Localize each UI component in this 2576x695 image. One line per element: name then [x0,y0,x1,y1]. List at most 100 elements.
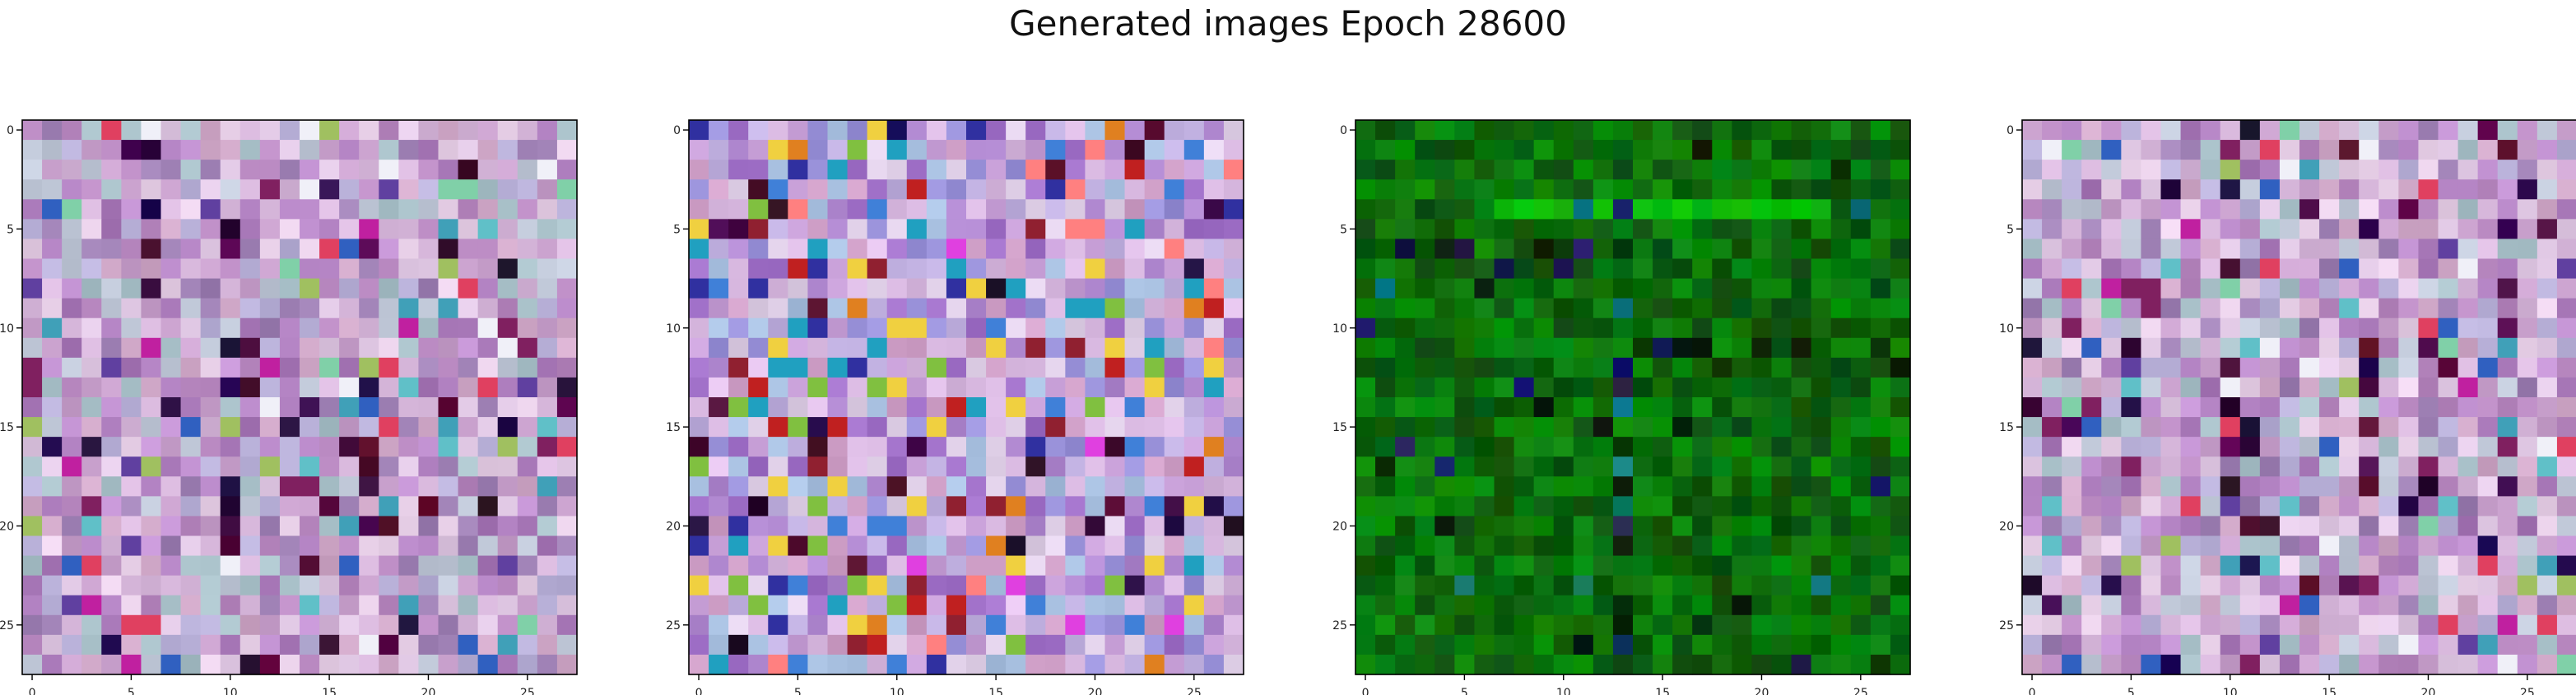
image-pixel [239,417,261,438]
image-pixel [418,595,439,616]
image-pixel [1771,555,1793,577]
image-pixel [180,397,202,418]
image-pixel [1553,239,1574,260]
image-pixel [1633,298,1653,319]
image-pixel [1771,199,1793,220]
image-pixel [81,377,102,398]
image-pixel [279,397,300,418]
image-pixel [1573,298,1594,319]
image-pixel [2121,317,2142,339]
y-tick-label: 5 [2006,223,2014,236]
image-pixel [2022,120,2043,141]
image-pixel [319,496,340,517]
image-pixel [42,199,63,220]
image-pixel [42,516,63,537]
image-pixel [1434,298,1455,319]
image-pixel [728,634,749,656]
image-pixel [2497,258,2518,280]
image-pixel [339,595,360,616]
image-pixel [2556,595,2576,616]
image-pixel [2200,437,2221,457]
image-pixel [1870,239,1891,260]
image-pixel [2418,278,2439,299]
image-pixel [418,476,439,497]
image-pixel [497,575,518,596]
image-pixel [2239,219,2261,240]
image-pixel [418,516,439,537]
image-pixel [1692,417,1713,438]
image-pixel [946,120,967,141]
image-pixel [847,634,868,656]
image-pixel [1164,140,1185,160]
image-pixel [886,575,908,596]
image-pixel [239,317,261,339]
image-pixel [2279,496,2300,517]
image-pixel [180,219,202,240]
image-pixel [1514,258,1535,280]
image-pixel [1553,258,1574,280]
image-pixel [517,337,538,359]
image-pixel [1415,614,1435,636]
image-pixel [2180,317,2202,339]
image-pixel [1124,417,1146,438]
image-pixel [319,199,340,220]
image-pixel [180,535,202,557]
image-pixel [2398,377,2420,398]
image-pixel [2438,239,2459,260]
image-pixel [1375,654,1396,675]
image-pixel [807,634,829,656]
image-pixel [220,496,241,517]
image-pixel [709,476,729,497]
image-pixel [2497,179,2518,200]
image-pixel [847,278,868,299]
y-tick-label: 25 [1332,619,1347,632]
image-pixel [517,377,538,398]
image-pixel [847,654,868,675]
image-pixel [2319,179,2340,200]
image-pixel [497,437,518,457]
image-pixel [1085,219,1106,240]
image-pixel [398,397,420,418]
image-pixel [1771,337,1793,359]
image-pixel [1791,535,1812,557]
image-pixel [2497,219,2518,240]
image-pixel [1104,357,1126,378]
image-pixel [946,555,967,577]
image-pixel [1830,377,1852,398]
image-pixel [517,357,538,378]
image-pixel [2220,476,2241,497]
image-pixel [239,555,261,577]
image-pixel [1474,120,1495,141]
image-pixel [1474,476,1495,497]
image-pixel [1732,437,1753,457]
image-pixel [1850,555,1872,577]
image-pixel [2457,555,2479,577]
image-pixel [2200,120,2221,141]
image-pixel [497,634,518,656]
image-pixel [1593,199,1614,220]
image-pixel [807,160,829,180]
image-pixel [1791,219,1812,240]
image-pixel [1183,199,1205,220]
image-pixel [1712,298,1732,319]
image-pixel [906,219,928,240]
image-pixel [62,199,82,220]
image-pixel [477,496,499,517]
image-pixel [359,654,379,675]
image-pixel [1514,239,1535,260]
image-pixel [1573,614,1594,636]
image-pixel [200,555,221,577]
image-pixel [1183,575,1205,596]
image-pixel [2022,654,2043,675]
image-pixel [1454,377,1476,398]
image-pixel [2418,377,2439,398]
image-pixel [220,179,241,200]
image-pixel [220,199,241,220]
image-pixel [1593,575,1614,596]
image-pixel [1593,258,1614,280]
image-pixel [986,397,1007,418]
image-pixel [2259,278,2281,299]
image-pixel [1474,535,1495,557]
image-pixel [418,634,439,656]
image-pixel [2160,437,2182,457]
